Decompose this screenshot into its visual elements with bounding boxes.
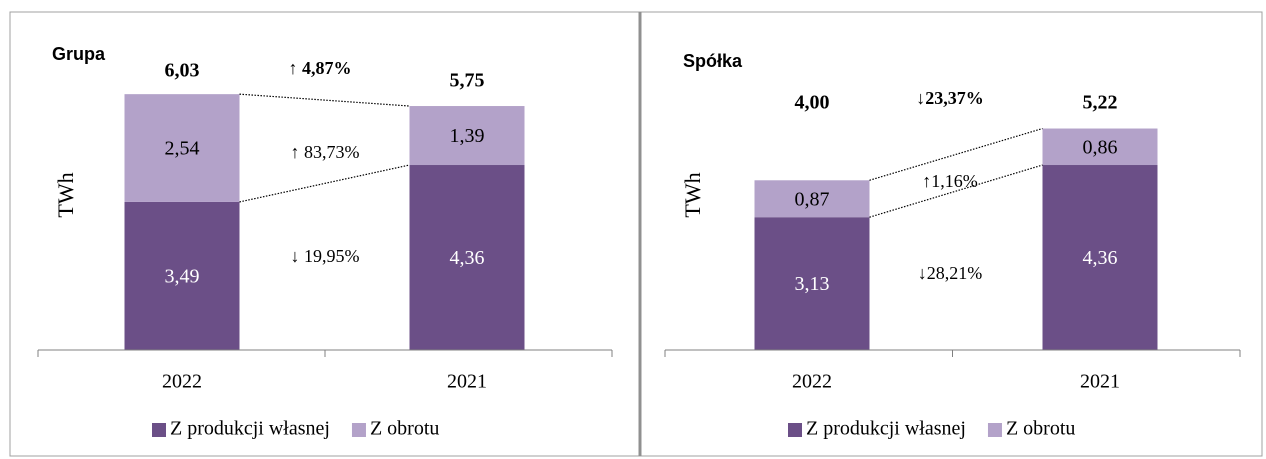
annotation: ↓28,21% (918, 263, 983, 283)
legend-swatch (788, 423, 802, 437)
chart-title: Spółka (683, 51, 743, 71)
total-label: 4,00 (795, 92, 830, 114)
data-label: 3,13 (795, 273, 830, 295)
data-label: 4,36 (1083, 247, 1118, 269)
connector (239, 93, 410, 107)
data-label: 1,39 (450, 125, 485, 147)
annotation: ↑1,16% (922, 171, 978, 191)
bar-segment (754, 217, 870, 350)
legend-label: Z produkcji własnej (806, 418, 966, 440)
frame (9, 11, 1263, 457)
y-axis-label: TWh (53, 172, 78, 217)
connector (869, 164, 1043, 218)
legend-swatch (152, 423, 166, 437)
bar-segment (1042, 165, 1158, 350)
total-label: 6,03 (165, 60, 200, 82)
x-tick-label: 2022 (162, 371, 202, 393)
total-label: 5,22 (1083, 92, 1118, 114)
y-axis-label: TWh (680, 172, 705, 217)
bar-segment (409, 165, 525, 350)
annotation: ↓ 19,95% (291, 246, 360, 266)
connector (869, 127, 1043, 181)
legend-label: Z produkcji własnej (170, 418, 330, 440)
x-tick-label: 2021 (1080, 371, 1120, 393)
data-label: 0,87 (795, 188, 830, 210)
bar-segment (1042, 128, 1158, 166)
x-tick-label: 2022 (792, 371, 832, 393)
annotation: ↓23,37% (916, 88, 984, 108)
legend-label: Z obrotu (370, 418, 439, 440)
legend-swatch (987, 423, 1002, 437)
bar-segment (754, 180, 870, 218)
x-tick-label: 2021 (447, 371, 487, 393)
total-label: 5,75 (450, 70, 485, 92)
annotation: ↑ 83,73% (291, 142, 360, 162)
bar-segment (124, 201, 240, 350)
data-label: 4,36 (450, 247, 485, 269)
annotation: ↑ 4,87% (289, 58, 352, 78)
chart-title: Grupa (52, 44, 106, 64)
data-label: 3,49 (165, 266, 200, 288)
legend-label: Z obrotu (1006, 418, 1075, 440)
bar-segment (409, 106, 525, 166)
bar-segment (124, 94, 240, 202)
connector (239, 164, 410, 203)
data-label: 2,54 (165, 138, 200, 160)
data-label: 0,86 (1083, 136, 1118, 158)
legend-swatch (351, 423, 366, 437)
